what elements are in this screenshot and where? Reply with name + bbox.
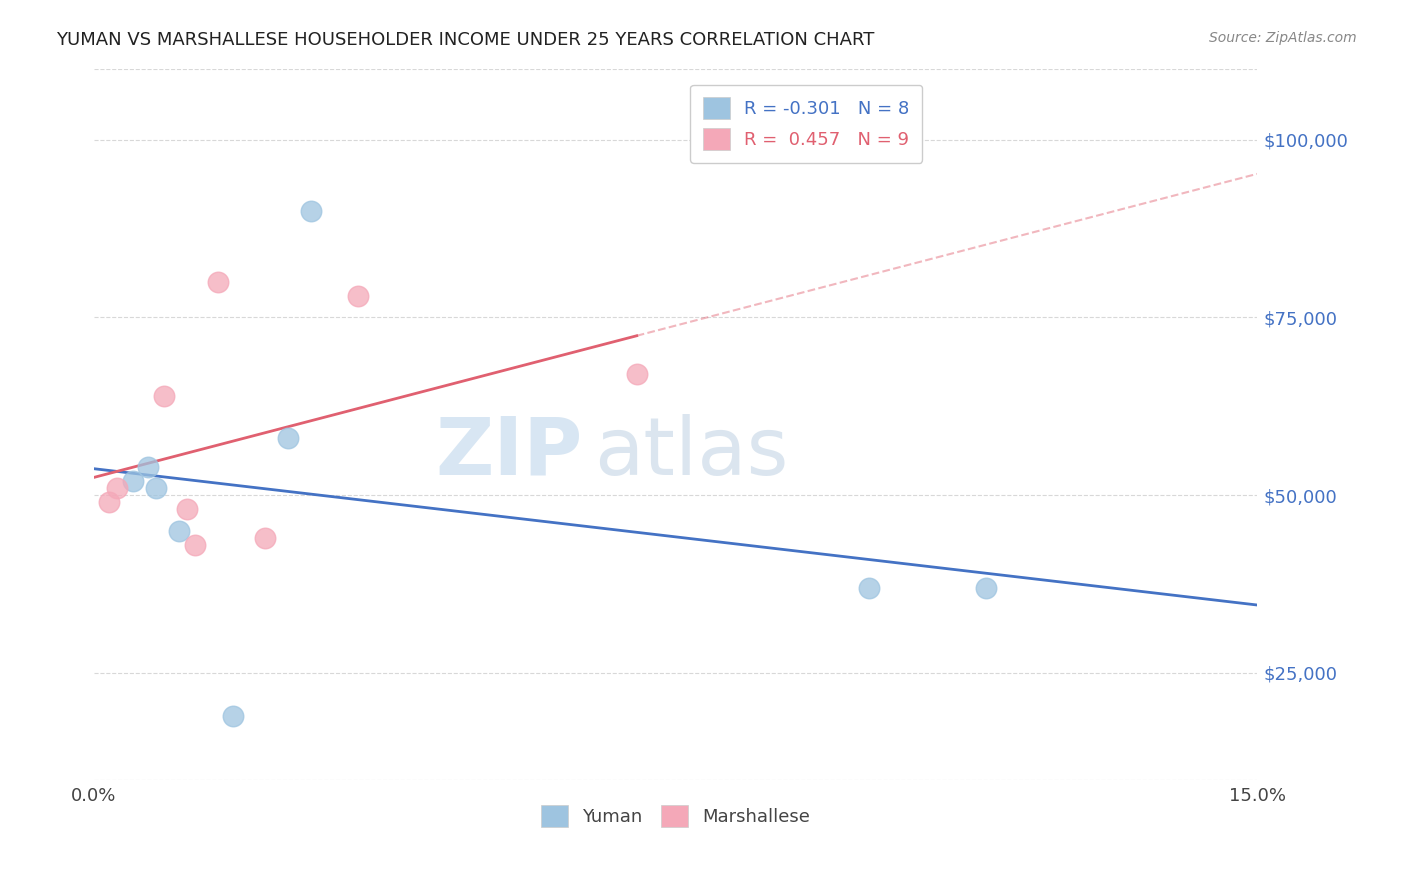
Text: YUMAN VS MARSHALLESE HOUSEHOLDER INCOME UNDER 25 YEARS CORRELATION CHART: YUMAN VS MARSHALLESE HOUSEHOLDER INCOME … (56, 31, 875, 49)
Point (136, 459, 159, 474)
Point (299, 203, 322, 218)
Point (346, 289, 368, 303)
Text: Source: ZipAtlas.com: Source: ZipAtlas.com (1209, 31, 1357, 45)
Point (253, 531, 276, 545)
Point (222, 708, 245, 723)
Point (121, 474, 143, 488)
Point (858, 581, 880, 595)
Legend: Yuman, Marshallese: Yuman, Marshallese (534, 798, 817, 835)
Point (974, 581, 997, 595)
Point (277, 431, 299, 445)
Point (176, 502, 198, 516)
Text: ZIP: ZIP (436, 414, 582, 491)
Point (167, 524, 190, 538)
Point (626, 368, 648, 382)
Point (207, 275, 229, 289)
Point (98, 495, 121, 509)
Point (183, 538, 205, 552)
Point (152, 389, 174, 403)
Text: atlas: atlas (595, 414, 789, 491)
Point (145, 481, 167, 495)
Point (105, 481, 128, 495)
